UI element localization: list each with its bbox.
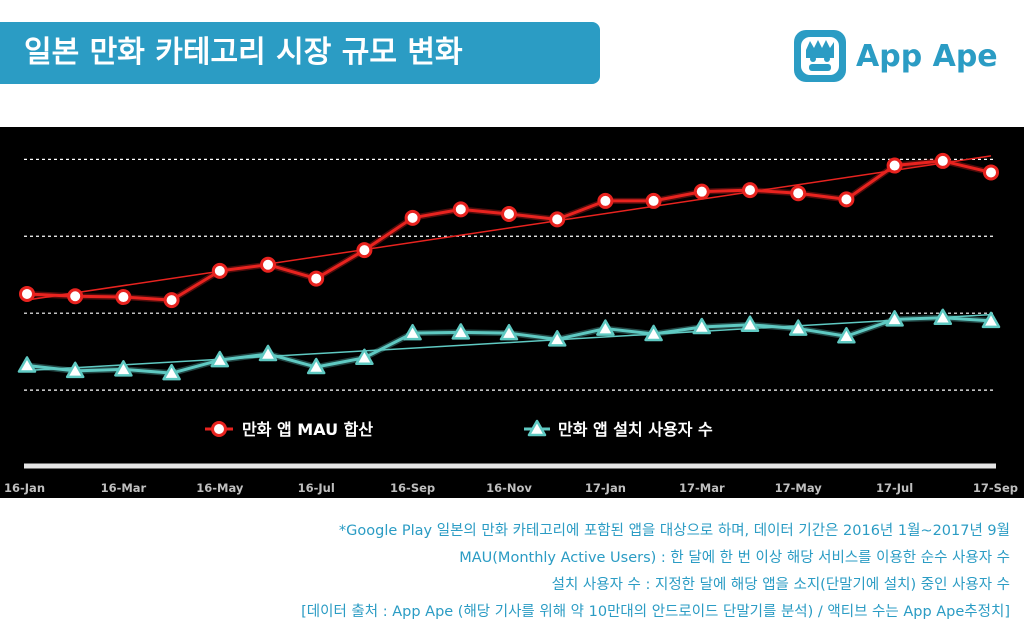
data-point bbox=[549, 211, 566, 228]
x-tick-label: 17-Mar bbox=[679, 481, 725, 495]
app-ape-logo: App Ape bbox=[792, 26, 1012, 86]
data-point bbox=[115, 289, 132, 306]
x-tick-label: 16-Nov bbox=[486, 481, 532, 495]
page-title: 일본 만화 카테고리 시장 규모 변화 bbox=[0, 22, 600, 84]
x-tick-label: 17-Jul bbox=[876, 481, 913, 495]
data-point bbox=[67, 288, 84, 305]
data-point bbox=[19, 285, 35, 302]
x-tick-label: 17-May bbox=[775, 481, 823, 495]
data-point bbox=[17, 356, 37, 373]
data-point bbox=[692, 317, 712, 335]
data-point bbox=[404, 209, 421, 226]
data-point bbox=[644, 324, 663, 342]
data-point bbox=[114, 360, 133, 377]
footnote-line: *Google Play 일본의 만화 카테고리에 포함된 앱을 대상으로 하며… bbox=[338, 523, 1010, 539]
x-tick-label: 16-Jan bbox=[4, 481, 45, 495]
footnote-line: [데이터 출처 : App Ape (해당 기사를 위해 약 10만대의 안드로… bbox=[301, 604, 1010, 620]
x-tick-label: 16-Sep bbox=[390, 481, 435, 495]
data-point bbox=[886, 157, 903, 174]
data-point bbox=[597, 192, 614, 209]
footnote-line: 설치 사용자 수 : 지정한 달에 해당 앱을 소지(단말기에 설치) 중인 사… bbox=[551, 577, 1010, 593]
data-point bbox=[260, 256, 276, 273]
trendline-mau bbox=[26, 155, 992, 301]
x-tick-label: 16-Mar bbox=[101, 481, 147, 495]
chart-area: 16-Jan 16-Mar 16-May 16-Jul 16-Sep 16-Nov 17-J… bbox=[0, 127, 1024, 498]
data-point bbox=[693, 183, 710, 200]
legend-marker-circle bbox=[211, 421, 227, 437]
legend-label-mau: 만화 앱 MAU 합산 bbox=[242, 420, 373, 439]
x-tick-label: 16-May bbox=[196, 481, 244, 495]
data-point bbox=[65, 361, 85, 379]
data-point bbox=[645, 192, 662, 209]
footnotes: *Google Play 일본의 만화 카테고리에 포함된 앱을 대상으로 하며… bbox=[10, 518, 1010, 626]
data-point bbox=[163, 292, 180, 309]
series-line-mau bbox=[26, 159, 992, 302]
x-tick-label: 17-Jan bbox=[585, 481, 626, 495]
data-point bbox=[306, 357, 326, 375]
series-line-glow bbox=[26, 157, 992, 304]
data-point bbox=[355, 348, 374, 366]
data-point bbox=[452, 201, 469, 218]
data-point bbox=[885, 310, 904, 327]
data-point bbox=[933, 308, 953, 326]
data-point bbox=[501, 205, 517, 222]
data-point bbox=[258, 344, 278, 362]
data-point bbox=[837, 327, 856, 344]
app-ape-monkey-icon bbox=[794, 30, 846, 82]
x-tick-label: 16-Jul bbox=[298, 481, 335, 495]
data-point bbox=[596, 319, 615, 336]
logo-text: App Ape bbox=[856, 38, 998, 74]
data-point bbox=[788, 319, 808, 336]
data-point bbox=[211, 262, 228, 279]
x-tick-label: 17-Sep bbox=[973, 481, 1018, 495]
data-point bbox=[742, 182, 758, 199]
data-point bbox=[981, 311, 1001, 329]
data-point bbox=[308, 270, 325, 287]
data-point bbox=[740, 315, 760, 332]
data-point bbox=[547, 330, 567, 347]
trendline-installs bbox=[26, 313, 992, 372]
data-point bbox=[838, 191, 855, 208]
data-point bbox=[934, 152, 951, 169]
data-point bbox=[403, 323, 422, 341]
data-point bbox=[356, 242, 373, 259]
data-point bbox=[451, 323, 471, 340]
data-point bbox=[210, 350, 230, 368]
data-point bbox=[162, 363, 181, 381]
data-point bbox=[790, 185, 807, 202]
legend-label-installs: 만화 앱 설치 사용자 수 bbox=[558, 420, 713, 439]
data-point bbox=[499, 323, 519, 341]
line-chart: 16-Jan 16-Mar 16-May 16-Jul 16-Sep 16-Nov 17-J… bbox=[4, 152, 1018, 495]
legend-marker-triangle bbox=[527, 419, 547, 437]
data-point bbox=[983, 164, 999, 181]
footnote-line: MAU(Monthly Active Users) : 한 달에 한 번 이상 … bbox=[459, 550, 1010, 566]
